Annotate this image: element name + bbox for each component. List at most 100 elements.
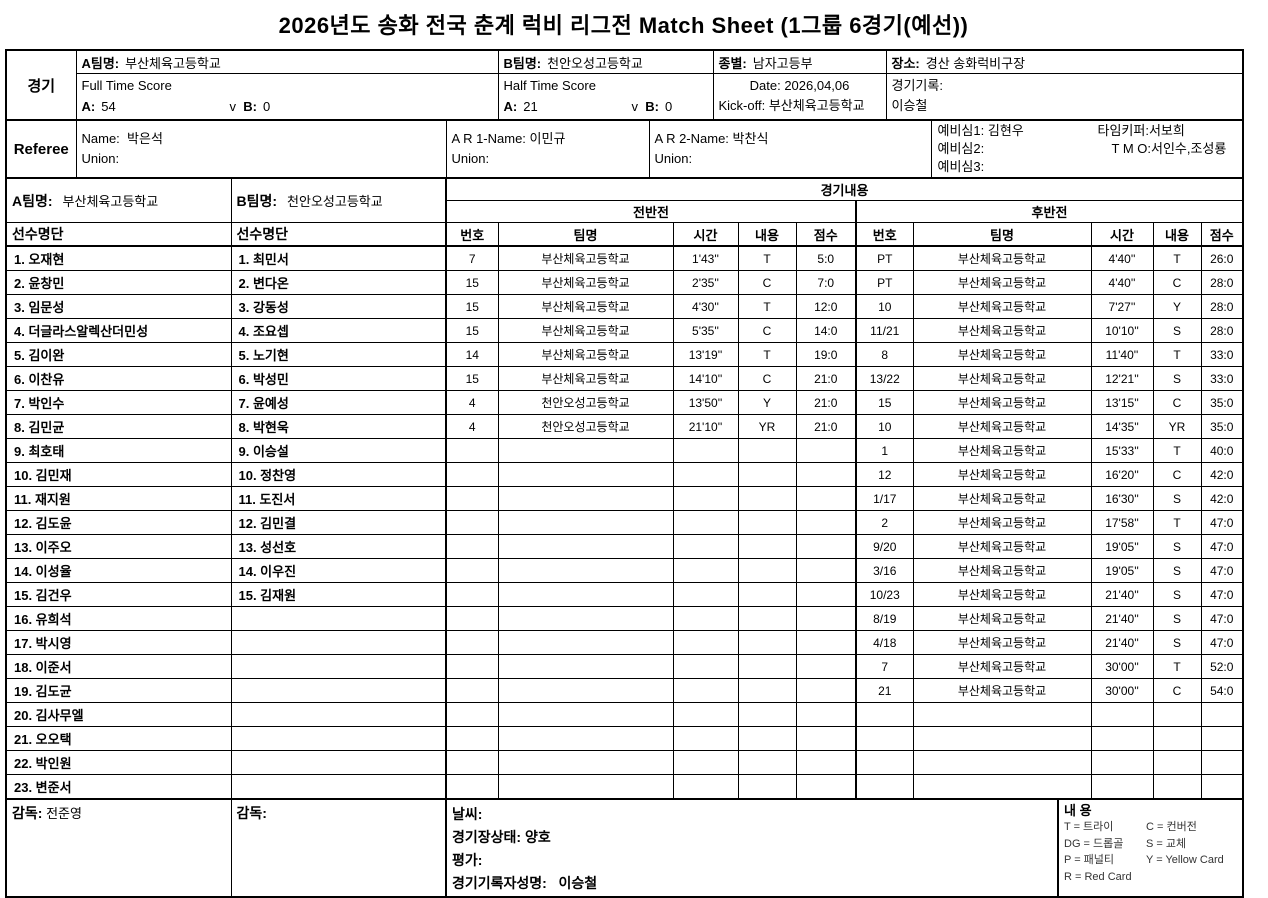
player-b-name: [230, 774, 447, 800]
legend-dropgoal: DG = 드롭골: [1064, 837, 1124, 850]
first-half-event-cell: [795, 726, 857, 751]
player-b-name: 11. 도진서: [230, 486, 447, 511]
second-half-event-cell: 부산체육고등학교: [912, 390, 1092, 415]
second-half-event-cell: 35:0: [1200, 414, 1244, 439]
player-b-name: [230, 654, 447, 679]
second-half-event-cell: 8/19: [855, 606, 914, 631]
first-half-event-cell: [795, 486, 857, 511]
second-half-event-cell: 16'30'': [1090, 486, 1154, 511]
main-row: 8. 김민균 8. 박현욱 4 천안오성고등학교 21'10'' YR 21:0 10 부산체육…: [5, 414, 1244, 439]
player-a-name: 20. 김사무엘: [5, 702, 232, 727]
first-half-event-cell: [445, 774, 499, 800]
roster-header-b: 선수명단: [230, 222, 447, 247]
col-time-2: 시간: [1090, 222, 1154, 247]
main-row: 7. 박인수 7. 윤예성 4 천안오성고등학교 13'50'' Y 21:0 15 부산체육고…: [5, 390, 1244, 415]
first-half-event-cell: [497, 534, 674, 559]
player-b-name: 9. 이승설: [230, 438, 447, 463]
second-half-event-cell: 1/17: [855, 486, 914, 511]
legend-row: T = 트라이 C = 컨버전: [1064, 819, 1237, 836]
player-b-name: 13. 성선호: [230, 534, 447, 559]
reserve2: 예비심2:: [938, 140, 1098, 158]
player-b-name: 3. 강동성: [230, 294, 447, 319]
player-a-name: 15. 김건우: [5, 582, 232, 607]
half-time-score-cell: Half Time Score A: 21 v B: 0: [497, 73, 714, 121]
first-half-event-cell: 15: [445, 366, 499, 391]
first-half-event-cell: [672, 630, 739, 655]
second-half-event-cell: 8: [855, 342, 914, 367]
first-half-event-cell: [497, 654, 674, 679]
first-half-event-cell: [445, 678, 499, 703]
first-half-event-cell: [737, 462, 797, 487]
second-half-event-cell: C: [1152, 390, 1202, 415]
name-label: Name:: [81, 131, 120, 146]
player-a-name: 22. 박인원: [5, 750, 232, 775]
first-half-event-cell: [445, 510, 499, 535]
first-half-event-cell: 천안오성고등학교: [497, 390, 674, 415]
first-half-event-cell: 부산체육고등학교: [497, 366, 674, 391]
second-half-event-cell: 부산체육고등학교: [912, 654, 1092, 679]
first-half-label: 전반전: [445, 200, 857, 223]
timekeeper: 타임키퍼:서보희: [1098, 122, 1185, 140]
main-row: 19. 김도균 21 부산체육고등학교 30'00'' C 54:0: [5, 678, 1244, 703]
second-half-event-cell: 21: [855, 678, 914, 703]
player-b-name: [230, 630, 447, 655]
full-time-label: Full Time Score: [81, 78, 172, 93]
first-half-event-cell: YR: [737, 414, 797, 439]
first-half-event-cell: [737, 750, 797, 775]
first-half-event-cell: T: [737, 342, 797, 367]
col-number-1: 번호: [445, 222, 499, 247]
first-half-event-cell: C: [737, 318, 797, 343]
first-half-event-cell: [795, 630, 857, 655]
first-half-event-cell: [445, 702, 499, 727]
tmo: T M O:서인수,조성룡: [1098, 140, 1227, 158]
match-info-row-2: Full Time Score A: 54 v B: 0 Half Time Sco…: [6, 73, 1244, 121]
second-half-event-cell: 9/20: [855, 534, 914, 559]
first-half-event-cell: [497, 462, 674, 487]
first-half-event-cell: 21:0: [795, 366, 857, 391]
first-half-event-cell: 14:0: [795, 318, 857, 343]
ar1-name: 이민규: [529, 131, 566, 146]
main-row: 22. 박인원: [5, 750, 1244, 775]
legend-substitution: S = 교체: [1146, 837, 1187, 850]
second-half-event-cell: 부산체육고등학교: [912, 462, 1092, 487]
first-half-event-cell: 부산체육고등학교: [497, 318, 674, 343]
second-half-event-cell: [1090, 774, 1154, 800]
second-half-event-cell: T: [1152, 510, 1202, 535]
first-half-event-cell: 부산체육고등학교: [497, 294, 674, 319]
reserve-officials-cell: 예비심1: 김현우 타임키퍼:서보희 예비심2: T M O:서인수,조성룡 예…: [930, 119, 1244, 179]
main-row: 6. 이찬유 6. 박성민 15 부산체육고등학교 14'10'' C 21:0 13/22 부…: [5, 366, 1244, 391]
full-time-score-cell: Full Time Score A: 54 v B: 0: [75, 73, 499, 121]
full-time-b: v B: 0: [230, 96, 271, 117]
first-half-event-cell: [497, 582, 674, 607]
reserve2-line: 예비심2: T M O:서인수,조성룡: [938, 140, 1238, 158]
first-half-event-cell: [672, 606, 739, 631]
vs-label: v: [229, 99, 237, 114]
second-half-event-cell: 42:0: [1200, 462, 1244, 487]
second-half-event-cell: S: [1152, 318, 1202, 343]
main-row: 2. 윤창민 2. 변다온 15 부산체육고등학교 2'35'' C 7:0 PT 부산체육고등…: [5, 270, 1244, 295]
recorder-value: 이승철: [891, 98, 928, 113]
second-half-event-cell: 13/22: [855, 366, 914, 391]
recorder-label: 경기기록자성명:: [452, 875, 547, 891]
second-half-event-cell: C: [1152, 270, 1202, 295]
second-half-event-cell: 16'20'': [1090, 462, 1154, 487]
first-half-event-cell: [795, 774, 857, 800]
col-detail-1: 내용: [737, 222, 797, 247]
second-half-event-cell: S: [1152, 630, 1202, 655]
player-a-name: 9. 최호태: [5, 438, 232, 463]
b-label: B:: [645, 99, 659, 114]
category-cell: 종별: 남자고등부: [712, 49, 887, 74]
main-row: 23. 변준서: [5, 774, 1244, 800]
first-half-event-cell: [497, 606, 674, 631]
first-half-event-cell: C: [737, 366, 797, 391]
first-half-event-cell: 12:0: [795, 294, 857, 319]
first-half-event-cell: [672, 750, 739, 775]
first-half-event-cell: [672, 438, 739, 463]
player-a-name: 7. 박인수: [5, 390, 232, 415]
full-time-b-value: 0: [262, 99, 271, 114]
player-a-name: 21. 오오택: [5, 726, 232, 751]
team-a-cell: A팀명: 부산체육고등학교: [75, 49, 499, 74]
full-time-scoreline: A: 54 v B: 0: [82, 96, 493, 117]
reserve3-line: 예비심3:: [938, 158, 1238, 176]
section-label-match: 경기: [5, 49, 77, 121]
